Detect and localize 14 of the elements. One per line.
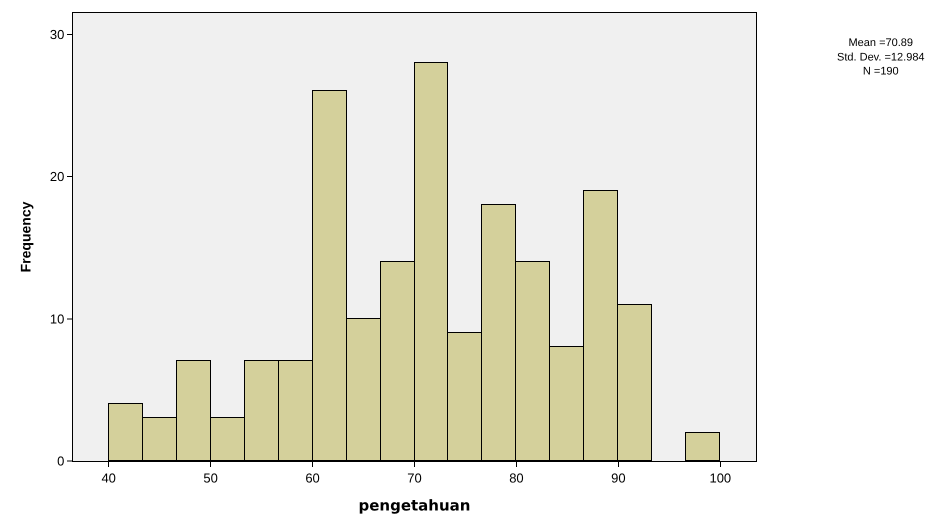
x-tick-label: 90: [611, 470, 626, 486]
x-tick-label: 100: [709, 470, 732, 486]
y-axis-title: Frequency: [18, 201, 34, 272]
x-tick-label: 70: [407, 470, 422, 486]
x-tick-label: 50: [203, 470, 218, 486]
y-tick-label: 20: [50, 169, 64, 184]
x-tick-label: 60: [305, 470, 320, 486]
x-tick-label: 80: [509, 470, 524, 486]
x-tick-label: 40: [101, 470, 116, 486]
y-tick-label: 30: [50, 26, 64, 42]
y-tick-label: 10: [50, 311, 64, 326]
x-axis-title: pengetahuan: [358, 496, 470, 515]
y-tick-label: 0: [57, 454, 64, 469]
text: Mean =70.89 Std. Dev. =12.984 N =190: [837, 37, 925, 78]
